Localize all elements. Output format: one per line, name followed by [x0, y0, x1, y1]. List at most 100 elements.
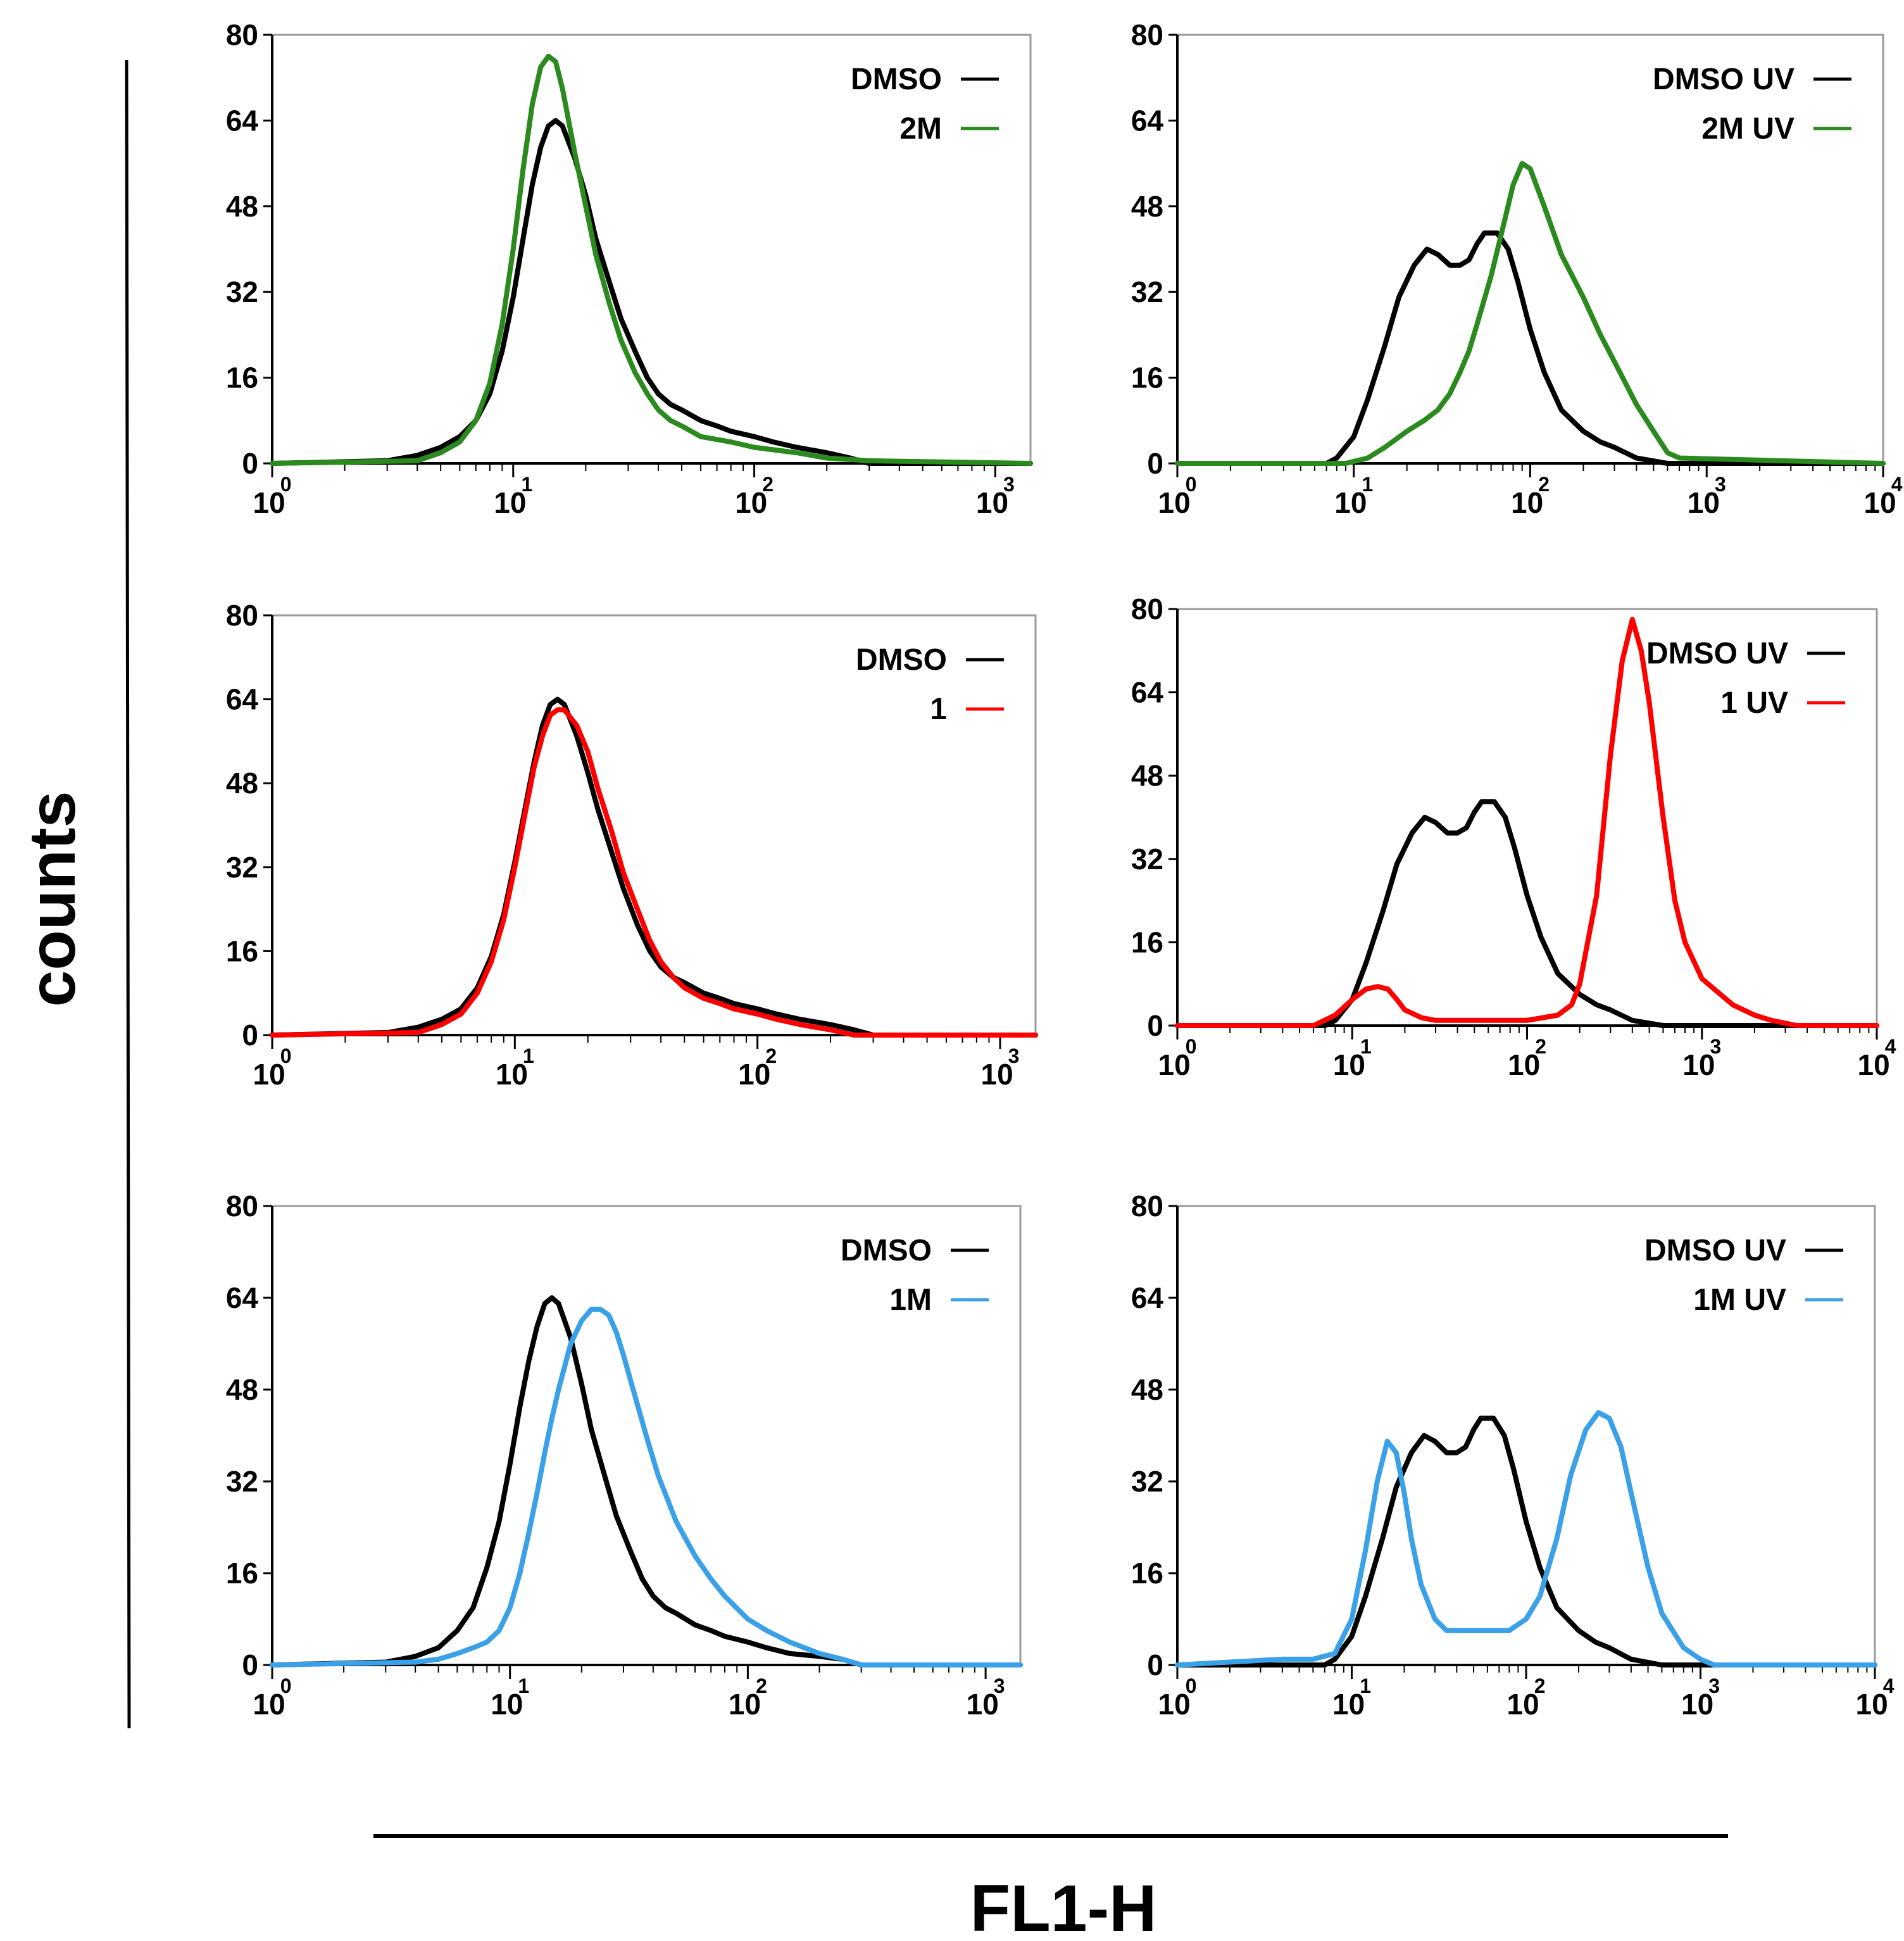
legend-label: DMSO — [851, 63, 942, 96]
x-tick-base: 10 — [1332, 1688, 1365, 1721]
y-tick-label: 64 — [226, 1281, 259, 1314]
x-tick-label: 100 — [253, 1674, 292, 1721]
series-line-1 — [1175, 230, 1886, 466]
x-tick-label: 101 — [494, 473, 532, 519]
y-tick-label: 0 — [242, 1649, 258, 1681]
y-tick-label: 48 — [1131, 1373, 1163, 1406]
x-tick-exponent: 2 — [762, 473, 774, 496]
legend-label: 1M UV — [1693, 1283, 1786, 1317]
x-tick-base: 10 — [1858, 1048, 1890, 1081]
x-tick-exponent: 2 — [1534, 1674, 1546, 1697]
y-tick-label: 32 — [226, 275, 258, 308]
x-tick-label: 100 — [1158, 1035, 1197, 1081]
x-tick-exponent: 1 — [521, 473, 532, 496]
x-tick-label: 102 — [1511, 473, 1550, 519]
x-tick-exponent: 2 — [756, 1674, 767, 1697]
x-tick-base: 10 — [1158, 1688, 1191, 1721]
x-tick-base: 10 — [1864, 486, 1896, 519]
y-tick-label: 16 — [1131, 361, 1163, 394]
y-tick-label: 48 — [226, 1373, 258, 1406]
x-tick-label: 103 — [1688, 473, 1726, 519]
x-tick-exponent: 1 — [1362, 473, 1373, 496]
x-tick-label: 104 — [1856, 1674, 1895, 1721]
legend-label: DMSO UV — [1644, 1234, 1786, 1267]
x-tick-label: 102 — [729, 1674, 767, 1721]
legend-label: 1M — [889, 1283, 932, 1317]
y-tick-label: 32 — [226, 1465, 258, 1498]
x-tick-label: 100 — [253, 1045, 292, 1091]
y-tick-label: 80 — [226, 599, 258, 632]
y-tick-label: 0 — [1147, 1649, 1163, 1681]
series-line-1 — [1175, 799, 1879, 1028]
series-line-2 — [270, 707, 1038, 1038]
x-tick-label: 102 — [735, 473, 774, 519]
x-tick-exponent: 3 — [1715, 473, 1726, 496]
series-line-2 — [1175, 1410, 1877, 1668]
y-tick-label: 48 — [1131, 759, 1163, 792]
plot-frame — [1176, 1205, 1876, 1666]
x-tick-exponent: 3 — [994, 1674, 1005, 1697]
x-tick-label: 100 — [253, 473, 292, 519]
x-tick-exponent: 0 — [1186, 473, 1197, 496]
x-tick-exponent: 2 — [1538, 473, 1550, 496]
y-tick-label: 64 — [1131, 1281, 1164, 1314]
x-tick-label: 103 — [976, 473, 1015, 519]
legend-label: DMSO — [841, 1234, 932, 1267]
y-tick-label: 80 — [1131, 18, 1163, 51]
legend-label: DMSO UV — [1646, 637, 1788, 670]
x-tick-label: 103 — [1682, 1035, 1721, 1081]
y-tick-label: 64 — [226, 104, 259, 137]
x-tick-base: 10 — [253, 486, 285, 519]
y-axis-title-bar — [125, 60, 131, 1729]
x-tick-exponent: 0 — [280, 1045, 292, 1067]
x-tick-exponent: 0 — [1186, 1035, 1197, 1058]
x-tick-exponent: 4 — [1891, 473, 1903, 496]
series-line-2 — [270, 1307, 1023, 1668]
y-tick-label: 32 — [226, 851, 258, 884]
x-tick-exponent: 4 — [1885, 1035, 1896, 1058]
y-tick-label: 16 — [226, 934, 258, 967]
y-tick-label: 48 — [1131, 190, 1163, 223]
legend-label: 2M UV — [1701, 112, 1794, 146]
x-tick-base: 10 — [1681, 1688, 1713, 1721]
y-tick-label: 64 — [1131, 104, 1164, 137]
y-tick-label: 16 — [1131, 1557, 1163, 1590]
x-tick-label: 104 — [1864, 473, 1903, 519]
series-line-1 — [270, 1295, 1023, 1668]
legend-label: DMSO — [856, 643, 947, 677]
series-line-1 — [270, 118, 1033, 466]
x-tick-base: 10 — [253, 1058, 285, 1091]
y-tick-label: 80 — [1131, 1190, 1163, 1222]
x-tick-base: 10 — [496, 1058, 528, 1091]
x-tick-label: 102 — [1507, 1674, 1546, 1721]
x-tick-exponent: 3 — [1003, 473, 1015, 496]
x-tick-exponent: 3 — [1710, 1035, 1721, 1058]
x-tick-exponent: 0 — [280, 1674, 292, 1697]
series-line-1 — [1175, 1416, 1877, 1668]
x-tick-label: 103 — [1681, 1674, 1720, 1721]
x-tick-base: 10 — [1158, 486, 1191, 519]
x-tick-label: 100 — [1158, 1674, 1197, 1721]
x-tick-label: 100 — [1158, 473, 1197, 519]
x-tick-base: 10 — [967, 1688, 999, 1721]
x-tick-exponent: 0 — [1186, 1674, 1197, 1697]
y-tick-label: 0 — [1147, 1009, 1163, 1042]
legend-label: 1 UV — [1720, 686, 1788, 720]
series-line-2 — [1175, 617, 1879, 1028]
x-tick-label: 101 — [1333, 1035, 1372, 1081]
y-tick-label: 80 — [226, 1190, 258, 1222]
y-tick-label: 16 — [226, 361, 258, 394]
panels: 01632486480100101102103DMSO2M01632486480… — [226, 18, 1903, 1721]
x-tick-base: 10 — [1511, 486, 1543, 519]
x-tick-base: 10 — [1507, 1688, 1539, 1721]
x-tick-base: 10 — [1333, 1048, 1365, 1081]
x-tick-base: 10 — [981, 1058, 1013, 1091]
plot-frame — [271, 614, 1037, 1036]
y-tick-label: 80 — [1131, 593, 1163, 625]
plot-frame — [1176, 34, 1884, 465]
